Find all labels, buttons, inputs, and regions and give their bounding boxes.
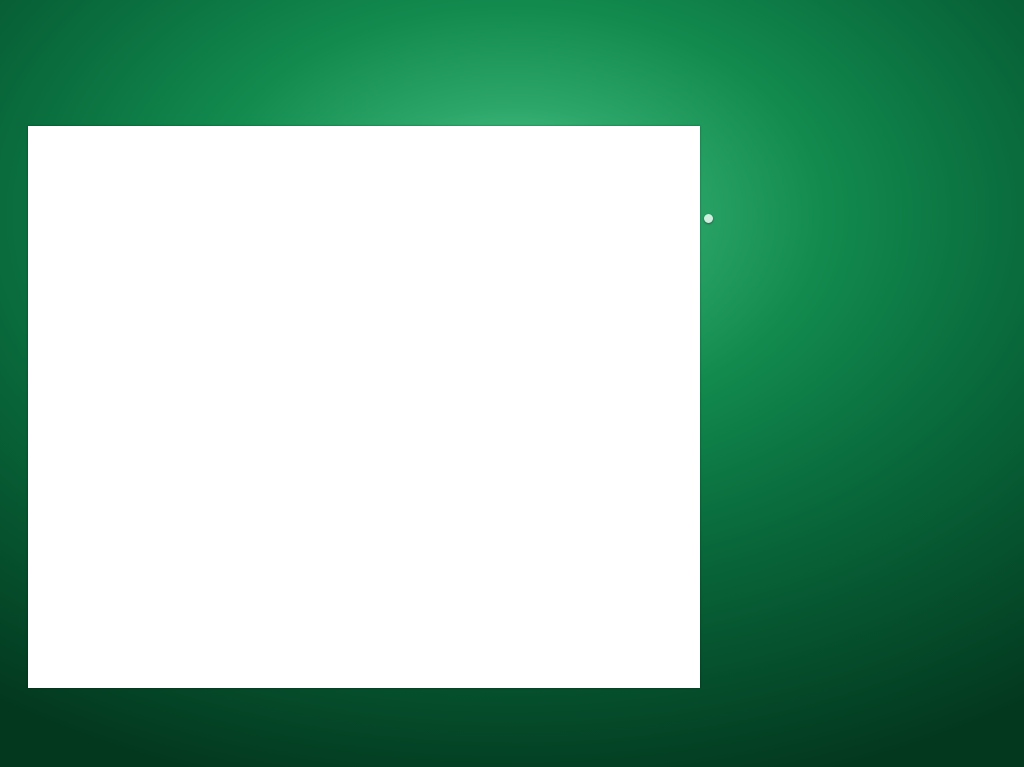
slide	[0, 0, 1024, 767]
chart-svg	[28, 126, 700, 688]
bullet-icon	[704, 214, 713, 223]
zadeh-diagram	[28, 126, 700, 688]
